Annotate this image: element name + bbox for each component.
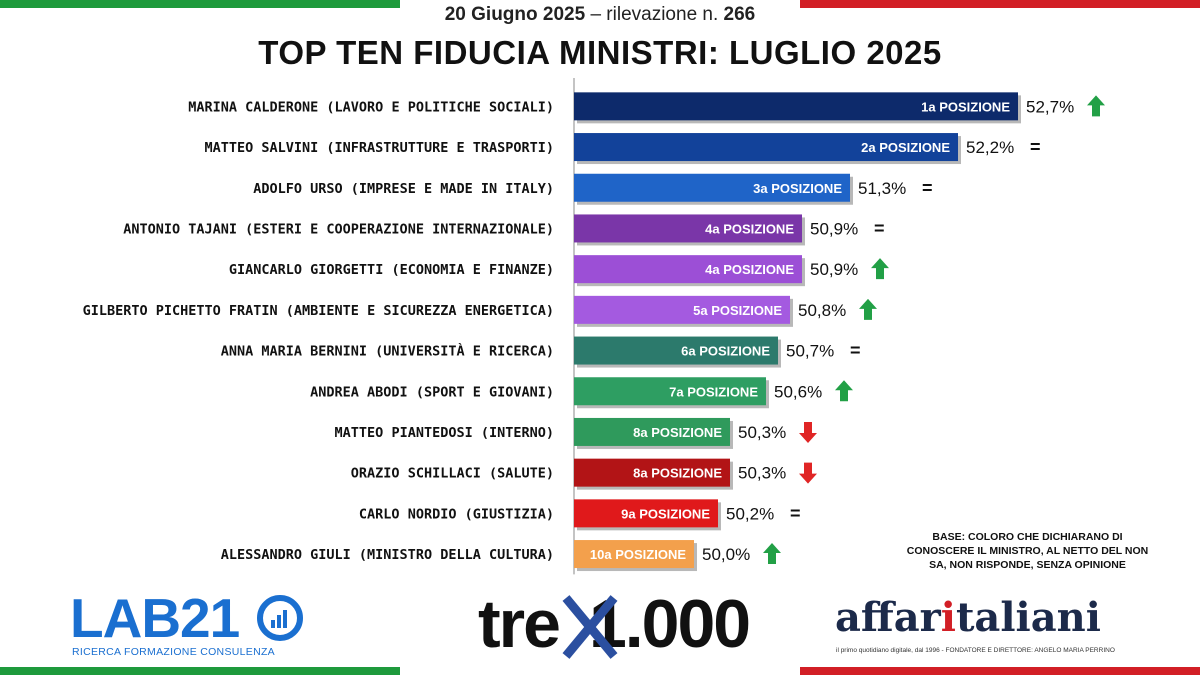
- bar-position-label: 2a POSIZIONE: [861, 140, 950, 155]
- bar: [574, 417, 730, 446]
- tre-logo-left: tre: [478, 586, 561, 662]
- bar-position-label: 6a POSIZIONE: [681, 344, 770, 359]
- bar-position-label: 4a POSIZIONE: [705, 262, 794, 277]
- bar-position-label: 3a POSIZIONE: [753, 181, 842, 196]
- category-label: ANDREA ABODI (SPORT E GIOVANI): [310, 384, 554, 400]
- value-label: 50,6%: [774, 382, 822, 401]
- affaritaliani-logo: affaritaliani: [835, 596, 1101, 640]
- lab21-logo: LAB21 RICERCA FORMAZIONE CONSULENZA: [70, 590, 310, 665]
- bar-position-label: 4a POSIZIONE: [705, 221, 794, 236]
- category-label: ANNA MARIA BERNINI (UNIVERSITÀ E RICERCA…: [221, 343, 554, 360]
- bar: [574, 377, 766, 406]
- category-label: MATTEO SALVINI (INFRASTRUTTURE E TRASPOR…: [205, 140, 555, 156]
- category-label: ADOLFO URSO (IMPRESE E MADE IN ITALY): [253, 181, 554, 197]
- flag-bar-red-bottom: [800, 667, 1200, 675]
- trend-equal-icon: =: [874, 218, 885, 238]
- bar-position-label: 9a POSIZIONE: [621, 506, 710, 521]
- survey-date-rest: – rilevazione n.: [585, 4, 724, 25]
- trend-equal-icon: =: [850, 341, 861, 361]
- value-label: 50,0%: [702, 545, 750, 564]
- base-note: BASE: COLORO CHE DICHIARANO DI CONOSCERE…: [906, 531, 1149, 571]
- bar-chart: MARINA CALDERONE (LAVORO E POLITICHE SOC…: [83, 78, 1105, 575]
- value-label: 50,7%: [786, 342, 834, 361]
- survey-date-bold: 20 Giugno 2025: [444, 4, 586, 25]
- value-label: 51,3%: [858, 179, 906, 198]
- tre-per-mille-logo: tre 1.000: [478, 586, 751, 662]
- value-label: 50,3%: [738, 423, 786, 442]
- trend-down-arrow-icon: [799, 462, 817, 484]
- bar: [574, 499, 718, 528]
- category-label: ANTONIO TAJANI (ESTERI E COOPERAZIONE IN…: [123, 221, 554, 237]
- bar: [574, 173, 850, 202]
- bar: [574, 214, 802, 243]
- bar-position-label: 5a POSIZIONE: [693, 303, 782, 318]
- affari-logo-rest: taliani: [955, 594, 1101, 641]
- bar-position-label: 10a POSIZIONE: [590, 547, 686, 562]
- flag-bar-green-top: [0, 0, 400, 8]
- bar: [574, 255, 802, 284]
- affaritaliani-tagline: il primo quotidiano digitale, dal 1996 -…: [836, 647, 1115, 654]
- tre-logo-x-icon: [562, 595, 618, 659]
- lab21-chart-circle-icon: [256, 594, 304, 642]
- bar: [574, 458, 730, 487]
- trend-equal-icon: =: [922, 178, 933, 198]
- bar: [574, 133, 958, 162]
- bar-position-label: 7a POSIZIONE: [669, 384, 758, 399]
- value-label: 50,9%: [810, 260, 858, 279]
- bar-position-label: 1a POSIZIONE: [921, 99, 1010, 114]
- chart-title: TOP TEN FIDUCIA MINISTRI: LUGLIO 2025: [258, 34, 942, 71]
- affari-logo-prefix: affar: [835, 594, 941, 641]
- bar: [574, 336, 778, 365]
- lab21-tagline: RICERCA FORMAZIONE CONSULENZA: [72, 646, 275, 658]
- flag-bar-green-bottom: [0, 667, 400, 675]
- trend-equal-icon: =: [1030, 137, 1041, 157]
- category-label: CARLO NORDIO (GIUSTIZIA): [359, 506, 554, 522]
- value-label: 52,7%: [1026, 97, 1074, 116]
- trend-up-arrow-icon: [835, 380, 853, 402]
- flag-bar-red-top: [800, 0, 1200, 8]
- survey-date: 20 Giugno 2025 – rilevazione n. 266: [0, 4, 1200, 26]
- trend-up-arrow-icon: [871, 258, 889, 280]
- category-label: MARINA CALDERONE (LAVORO E POLITICHE SOC…: [188, 99, 554, 115]
- value-label: 50,8%: [798, 301, 846, 320]
- affari-logo-accent: i: [940, 594, 956, 641]
- bar: [574, 295, 790, 324]
- trend-equal-icon: =: [790, 503, 801, 523]
- lab21-logo-text: LAB21: [70, 587, 240, 649]
- bar-position-label: 8a POSIZIONE: [633, 425, 722, 440]
- bar: [574, 540, 694, 569]
- category-label: ALESSANDRO GIULI (MINISTRO DELLA CULTURA…: [221, 547, 554, 563]
- category-label: MATTEO PIANTEDOSI (INTERNO): [335, 425, 554, 441]
- value-label: 52,2%: [966, 138, 1014, 157]
- bar-position-label: 8a POSIZIONE: [633, 466, 722, 481]
- category-label: ORAZIO SCHILLACI (SALUTE): [351, 466, 554, 482]
- value-label: 50,3%: [738, 464, 786, 483]
- trend-up-arrow-icon: [763, 543, 781, 565]
- trend-down-arrow-icon: [799, 421, 817, 443]
- bar: [574, 92, 1018, 121]
- survey-number: 266: [723, 4, 756, 25]
- value-label: 50,9%: [810, 219, 858, 238]
- category-label: GILBERTO PICHETTO FRATIN (AMBIENTE E SIC…: [83, 303, 554, 319]
- trend-up-arrow-icon: [859, 298, 877, 320]
- value-label: 50,2%: [726, 504, 774, 523]
- category-label: GIANCARLO GIORGETTI (ECONOMIA E FINANZE): [229, 262, 554, 278]
- trend-up-arrow-icon: [1087, 95, 1105, 117]
